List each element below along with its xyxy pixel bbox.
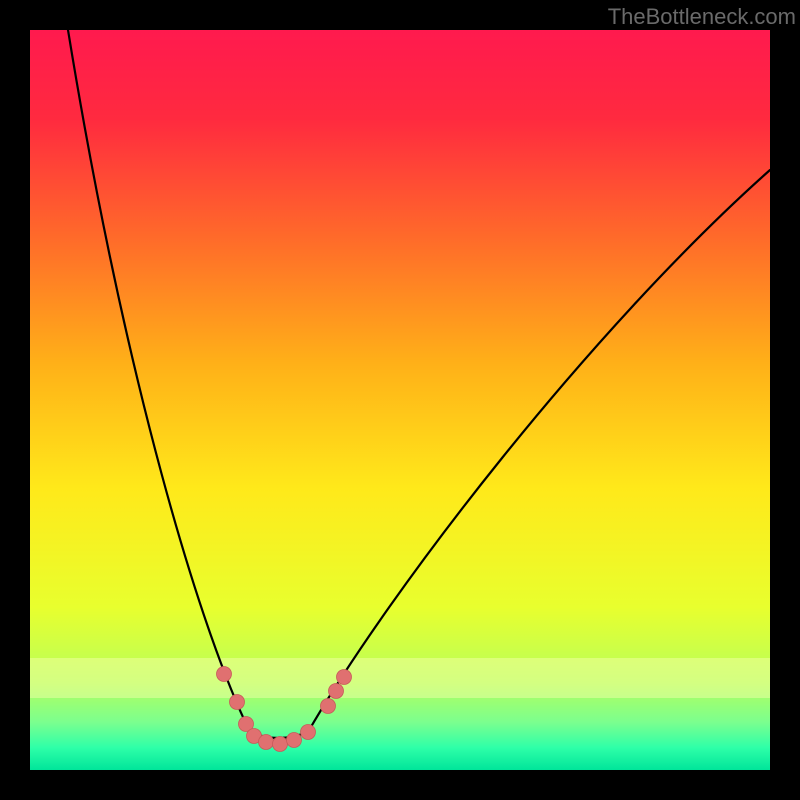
plot-area: [30, 30, 770, 770]
bottleneck-curve: [68, 30, 770, 738]
data-marker: [217, 667, 232, 682]
data-marker: [301, 725, 316, 740]
watermark-text: TheBottleneck.com: [608, 4, 796, 30]
highlight-band: [30, 658, 770, 698]
data-marker: [287, 733, 302, 748]
data-marker: [321, 699, 336, 714]
data-marker: [230, 695, 245, 710]
data-marker: [329, 684, 344, 699]
data-marker: [273, 737, 288, 752]
data-marker: [337, 670, 352, 685]
data-marker: [259, 735, 274, 750]
chart-svg-layer: [30, 30, 770, 770]
